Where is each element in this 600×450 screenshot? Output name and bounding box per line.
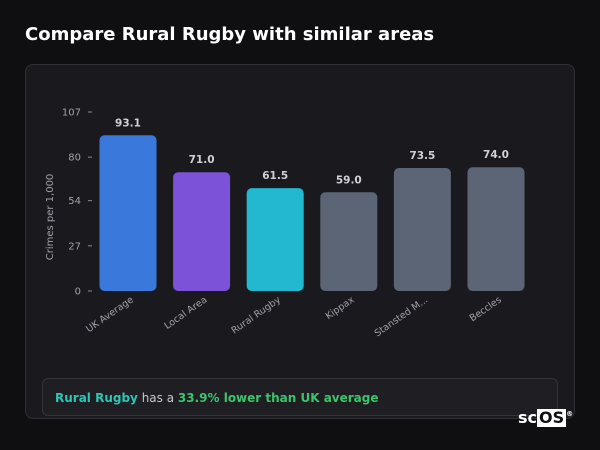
y-tick-label: 27 — [68, 241, 81, 252]
x-tick-label: UK Average — [84, 294, 136, 335]
chart-card: 0 27 54 80 107 93.1 71.0 61.5 59.0 73.5 74.0 UK A… — [25, 64, 575, 419]
bar-stansted-m[interactable] — [393, 168, 451, 291]
bar-value-label: 74.0 — [483, 149, 509, 161]
bar-value-label: 59.0 — [336, 174, 362, 186]
logo-mark: ® — [566, 410, 574, 418]
y-tick-label: 54 — [68, 196, 81, 207]
insight-difference: 33.9% lower than UK average — [177, 391, 379, 405]
y-tick-label: 0 — [75, 287, 81, 298]
bars — [99, 135, 525, 291]
y-tick-label: 80 — [68, 153, 81, 164]
bar-kippax[interactable] — [320, 192, 378, 291]
x-tick-label: Beccles — [468, 294, 504, 324]
bar-beccles[interactable] — [467, 167, 525, 291]
bar-uk-average[interactable] — [99, 135, 157, 291]
x-tick-label: Rural Rugby — [230, 294, 284, 336]
bar-local-area[interactable] — [173, 172, 231, 291]
insight-banner: Rural Rugby has a 33.9% lower than UK av… — [42, 378, 558, 416]
bar-value-label: 61.5 — [262, 170, 288, 182]
bar-value-label: 71.0 — [189, 154, 215, 166]
value-labels: 93.1 71.0 61.5 59.0 73.5 74.0 — [115, 117, 509, 186]
insight-area: Rural Rugby — [55, 391, 138, 405]
x-tick-label: Stansted M... — [373, 294, 430, 339]
x-tick-label: Local Area — [162, 294, 209, 331]
insight-text: has a — [137, 391, 178, 405]
y-axis-label: Crimes per 1,000 — [45, 174, 56, 261]
x-axis-labels: UK Average Local Area Rural Rugby Kippax Sta… — [84, 294, 504, 339]
y-axis: 0 27 54 80 107 — [62, 108, 92, 298]
bar-chart: 0 27 54 80 107 93.1 71.0 61.5 59.0 73.5 74.0 UK A… — [45, 108, 525, 339]
bar-value-label: 73.5 — [409, 150, 435, 162]
logo-text: sc — [518, 408, 538, 427]
page-title: Compare Rural Rugby with similar areas — [25, 24, 435, 45]
x-tick-label: Kippax — [324, 294, 357, 322]
bar-rural-rugby[interactable] — [246, 188, 304, 291]
brand-logo: sc OS ® — [518, 408, 573, 428]
logo-boxed-text: OS — [537, 408, 567, 427]
bar-value-label: 93.1 — [115, 117, 141, 129]
y-tick-label: 107 — [62, 108, 81, 119]
